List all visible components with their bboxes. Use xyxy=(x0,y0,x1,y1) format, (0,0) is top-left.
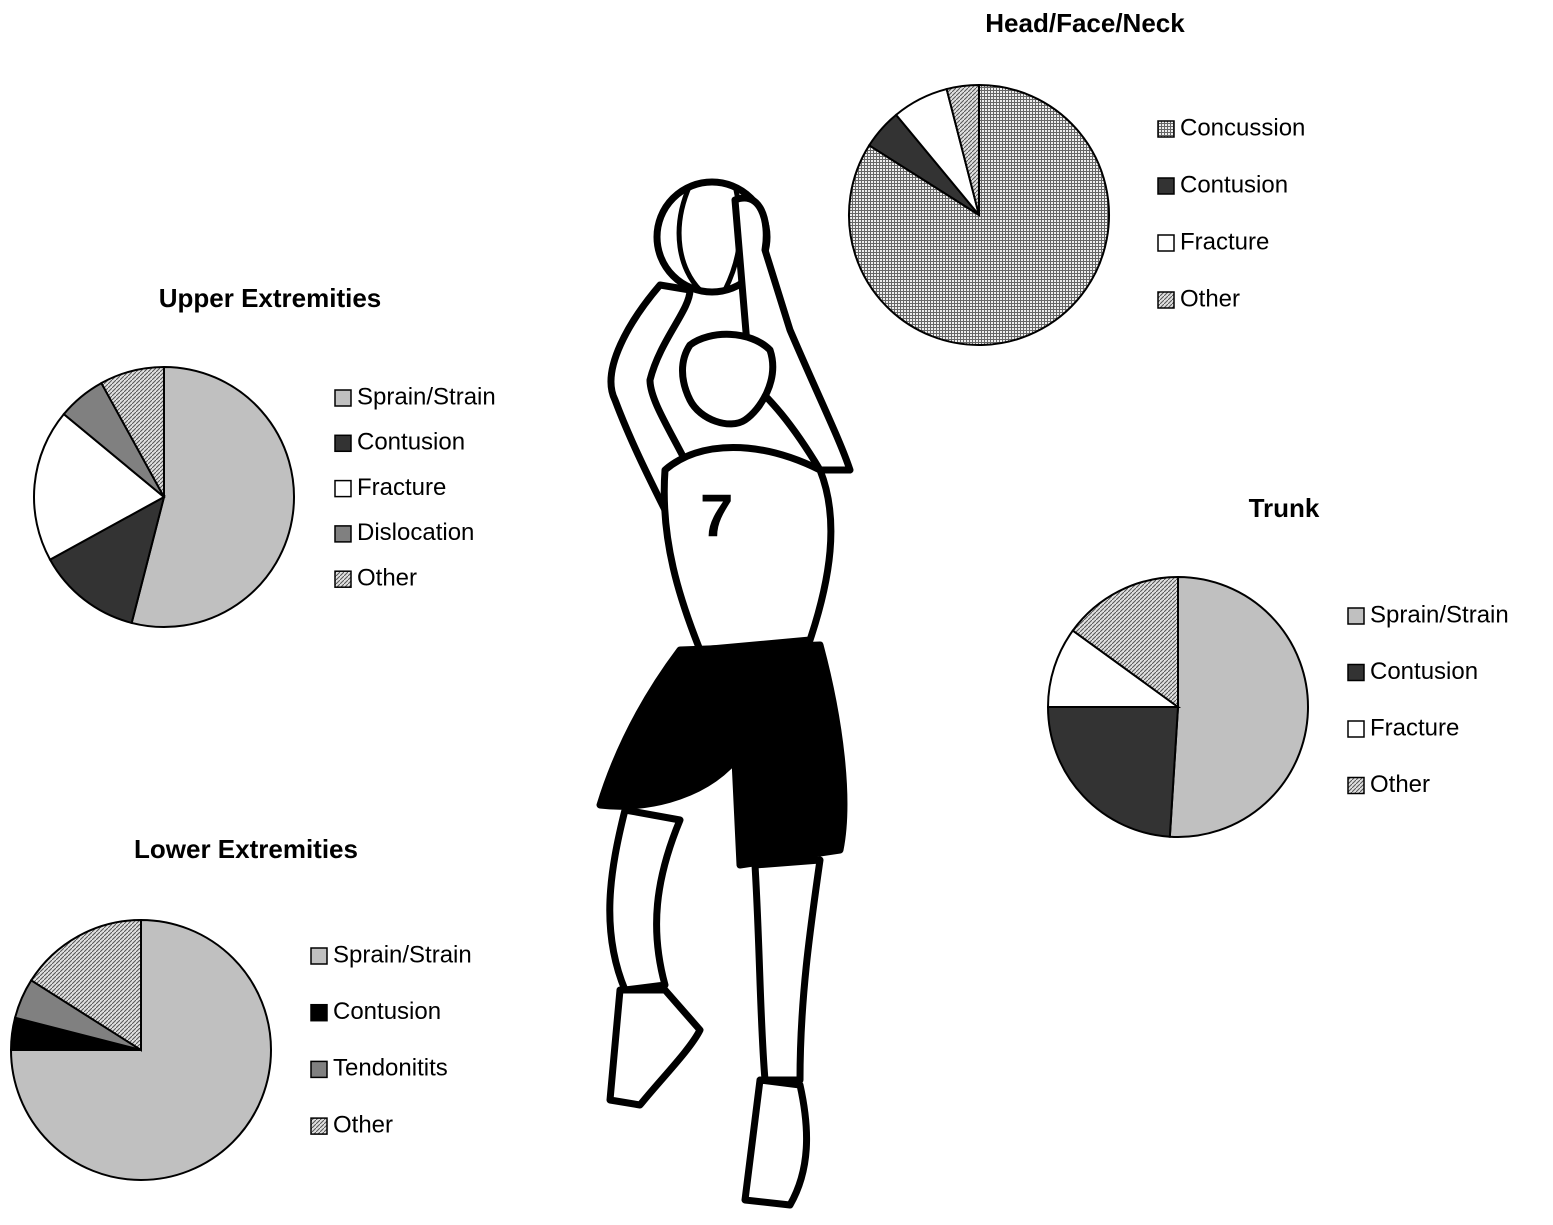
legend-label: Fracture xyxy=(1370,714,1459,741)
legend-swatch xyxy=(311,1005,327,1021)
legend-label: Sprain/Strain xyxy=(1370,601,1509,628)
legend-swatch xyxy=(311,1118,327,1134)
legend-label: Concussion xyxy=(1180,114,1305,141)
legend-label: Sprain/Strain xyxy=(333,941,472,968)
legend-swatch xyxy=(1348,608,1364,624)
player-illustration: 7 xyxy=(600,182,850,1205)
legend-label: Other xyxy=(1370,771,1430,798)
legend-swatch xyxy=(1158,121,1174,137)
pie-slice xyxy=(1048,707,1178,837)
legend-swatch xyxy=(335,526,351,542)
legend-swatch xyxy=(1158,178,1174,194)
legend-swatch xyxy=(1158,235,1174,251)
chart-title: Trunk xyxy=(1249,493,1320,523)
legend-swatch xyxy=(1158,292,1174,308)
legend-label: Sprain/Strain xyxy=(357,383,496,410)
legend-label: Contusion xyxy=(1180,171,1288,198)
legend-label: Other xyxy=(357,565,417,592)
legend-swatch xyxy=(335,435,351,451)
legend-label: Tendonitits xyxy=(333,1055,448,1082)
jersey-number: 7 xyxy=(700,482,733,549)
legend-swatch xyxy=(1348,778,1364,794)
legend-swatch xyxy=(335,481,351,497)
legend-label: Contusion xyxy=(1370,658,1478,685)
chart-title: Lower Extremities xyxy=(134,834,358,864)
chart-title: Head/Face/Neck xyxy=(985,8,1185,38)
legend-label: Contusion xyxy=(333,998,441,1025)
legend-label: Fracture xyxy=(357,474,446,501)
legend-label: Dislocation xyxy=(357,519,474,546)
legend-swatch xyxy=(1348,665,1364,681)
legend-label: Contusion xyxy=(357,429,465,456)
legend-label: Fracture xyxy=(1180,228,1269,255)
legend-swatch xyxy=(335,390,351,406)
legend-label: Other xyxy=(1180,285,1240,312)
legend-swatch xyxy=(311,1061,327,1077)
chart-title: Upper Extremities xyxy=(159,283,382,313)
pie-slice xyxy=(1170,577,1308,837)
legend-swatch xyxy=(335,571,351,587)
legend-swatch xyxy=(1348,721,1364,737)
chart: 7 Head/Face/Neck Concussion Contusion Fract… xyxy=(0,0,1553,1220)
legend-label: Other xyxy=(333,1111,393,1138)
legend-swatch xyxy=(311,948,327,964)
